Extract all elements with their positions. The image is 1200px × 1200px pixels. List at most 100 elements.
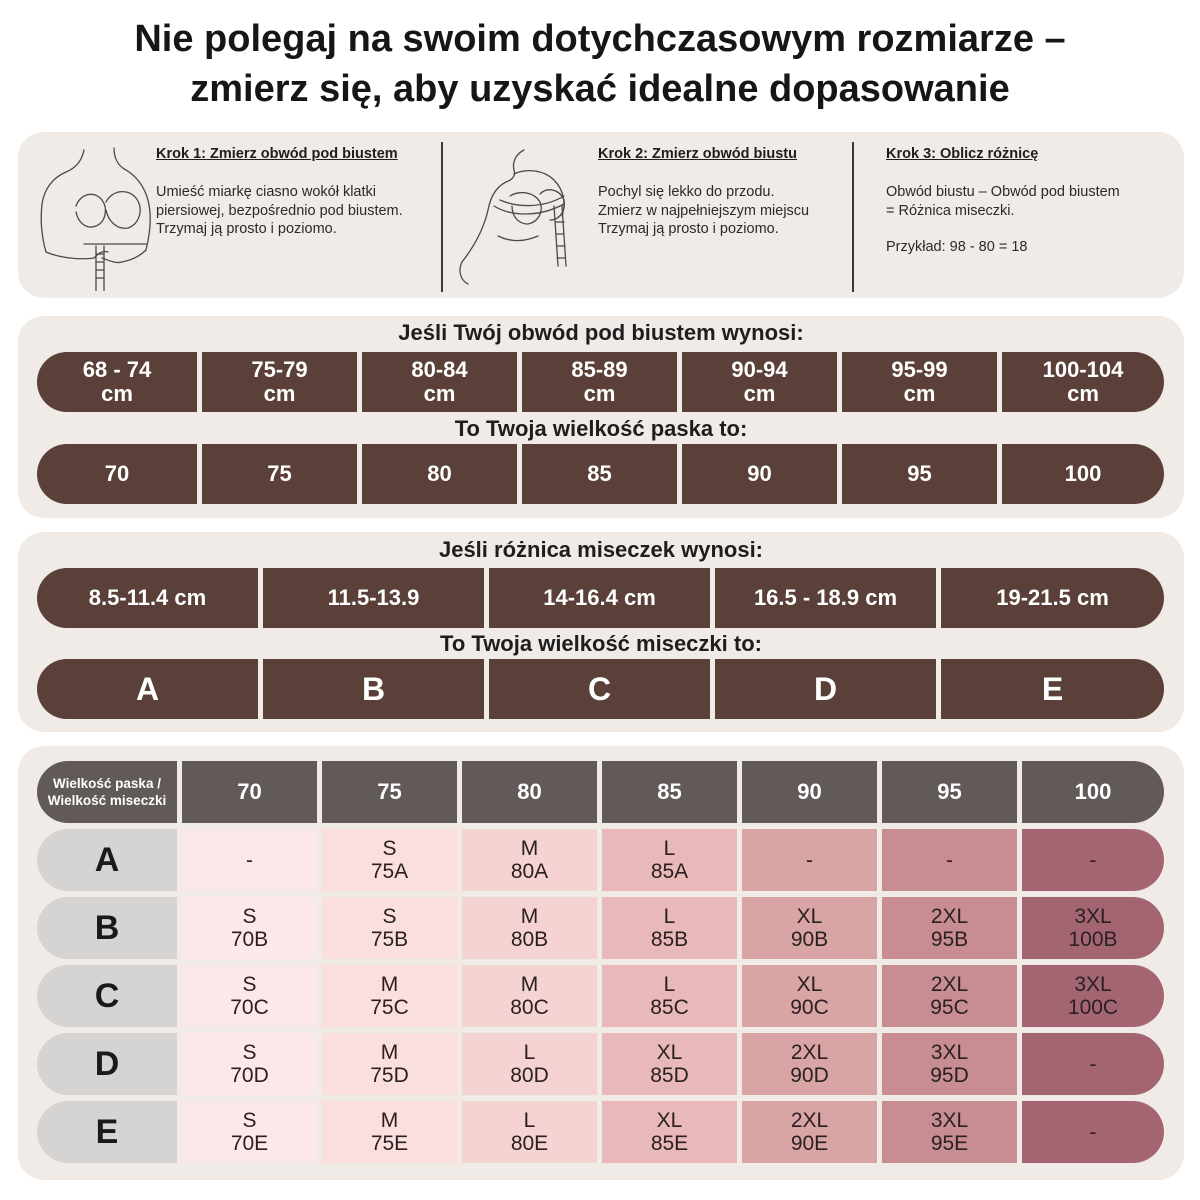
size-chart-cell-code: 85E: [650, 1132, 689, 1155]
band-size-cell: 95: [842, 444, 997, 504]
cup-size-cell: B: [263, 659, 484, 719]
size-chart-cell-size: -: [1089, 1120, 1097, 1144]
size-chart-cell: M 80C: [462, 965, 597, 1027]
cup-size-cell: C: [489, 659, 710, 719]
size-chart-cell: -: [1022, 1101, 1164, 1163]
size-chart-cell: L 80E: [462, 1101, 597, 1163]
size-chart-cell: -: [182, 829, 317, 891]
size-chart-cell-size: 2XL: [790, 1109, 829, 1132]
size-chart-cell-code: 95E: [930, 1132, 969, 1155]
measurement-steps-panel: Krok 1: Zmierz obwód pod biustem Umieść …: [18, 132, 1184, 298]
size-chart-cell-size: XL: [656, 1041, 683, 1064]
step-3-line: Obwód biustu – Obwód pod biustem: [886, 184, 1120, 200]
band-sizes-row: 70 75 80 85 90 95 100: [37, 444, 1164, 504]
step-1-line: Trzymaj ją prosto i poziomo.: [156, 221, 337, 237]
size-chart-cell-size: 3XL: [930, 1041, 969, 1064]
size-chart-cell: 3XL 95E: [882, 1101, 1017, 1163]
size-chart-cell-code: 75E: [370, 1132, 409, 1155]
band-range-value: 85-89: [571, 357, 628, 382]
size-chart-cell-size: XL: [796, 973, 823, 996]
size-chart-column-header: 75: [322, 761, 457, 823]
cup-range-cell: 14-16.4 cm: [489, 568, 710, 628]
size-chart-cell-code: 75D: [370, 1064, 409, 1087]
size-chart-row-label: C: [37, 965, 177, 1027]
size-chart-cell: S 75B: [322, 897, 457, 959]
size-chart-cell: XL 85D: [602, 1033, 737, 1095]
size-chart-cell-code: 70B: [230, 928, 269, 951]
band-size-cell: 80: [362, 444, 517, 504]
size-chart-cell: L 85C: [602, 965, 737, 1027]
size-chart-cell-size: 2XL: [790, 1041, 829, 1064]
size-chart-cell-code: 70D: [230, 1064, 269, 1087]
band-range-unit: cm: [903, 381, 936, 406]
size-chart-cell-size: S: [382, 837, 397, 860]
step-divider: [852, 142, 854, 292]
cup-range-cell: 19-21.5 cm: [941, 568, 1164, 628]
cup-range-cell: 8.5-11.4 cm: [37, 568, 258, 628]
band-range-value: 68 - 74: [82, 357, 152, 382]
size-chart-cell-size: XL: [796, 905, 823, 928]
size-chart-cell-size: M: [520, 973, 539, 996]
band-range-unit: cm: [423, 381, 456, 406]
step-2-text: Pochyl się lekko do przodu. Zmierz w naj…: [598, 183, 809, 239]
band-range-cell: 68 - 74 cm: [37, 352, 197, 412]
band-range-value: 75-79: [251, 357, 308, 382]
size-chart-cell-size: M: [520, 905, 539, 928]
size-chart-cell: -: [742, 829, 877, 891]
size-chart-cell-code: 70C: [230, 996, 269, 1019]
band-size-cell: 90: [682, 444, 837, 504]
size-chart-cell-code: 95C: [930, 996, 969, 1019]
band-size-panel: Jeśli Twój obwód pod biustem wynosi: 68 …: [18, 316, 1184, 518]
size-chart-cell: L 85B: [602, 897, 737, 959]
size-chart-column-header: 95: [882, 761, 1017, 823]
size-chart-cell: 3XL 100B: [1022, 897, 1164, 959]
step-3-title: Krok 3: Oblicz różnicę: [886, 146, 1039, 162]
size-chart-cell: M 80B: [462, 897, 597, 959]
size-chart-cell-size: M: [380, 973, 399, 996]
size-chart-corner-label: Wielkość paska / Wielkość miseczki: [37, 761, 177, 823]
size-chart-cell: M 75D: [322, 1033, 457, 1095]
size-chart-cell: -: [1022, 1033, 1164, 1095]
step-1: Krok 1: Zmierz obwód pod biustem Umieść …: [156, 132, 436, 298]
size-chart-column-header: 100: [1022, 761, 1164, 823]
step-3-example: Przykład: 98 - 80 = 18: [886, 239, 1028, 255]
size-chart-cell-size: -: [946, 848, 953, 872]
band-range-value: 95-99: [891, 357, 948, 382]
size-chart-cell-size: -: [1089, 1052, 1097, 1076]
size-chart-cell: 2XL 90E: [742, 1101, 877, 1163]
size-chart-cell-size: S: [242, 1109, 257, 1132]
step-2-title: Krok 2: Zmierz obwód biustu: [598, 146, 797, 162]
size-chart-cell-code: 80D: [510, 1064, 549, 1087]
band-range-cell: 100-104 cm: [1002, 352, 1164, 412]
size-chart-cell-code: 100C: [1067, 996, 1119, 1019]
size-chart-cell: S 70D: [182, 1033, 317, 1095]
size-chart-column-header: 85: [602, 761, 737, 823]
cup-size-cell: A: [37, 659, 258, 719]
size-chart-cell-code: 90C: [790, 996, 829, 1019]
measuring-bust-illustration-icon: [459, 149, 567, 285]
band-ranges-row: 68 - 74 cm 75-79 cm 80-84 cm 85-89 cm 90-94 cm 95-…: [37, 352, 1164, 412]
band-size-cell: 70: [37, 444, 197, 504]
size-chart-cell: S 70B: [182, 897, 317, 959]
size-chart-cell-size: 3XL: [1074, 973, 1112, 996]
step-divider: [441, 142, 443, 292]
cup-range-cell: 16.5 - 18.9 cm: [715, 568, 936, 628]
size-chart-cell-code: 80A: [510, 860, 549, 883]
band-then-heading: To Twoja wielkość paska to:: [454, 416, 748, 441]
step-1-text: Umieść miarkę ciasno wokół klatki piersi…: [156, 183, 403, 239]
size-chart-cell-size: L: [523, 1041, 536, 1064]
size-chart-row: A - S 75A M 80A L 85A - - -: [37, 829, 1164, 891]
size-chart-cell-size: S: [242, 973, 257, 996]
size-chart-cell-size: 2XL: [930, 973, 969, 996]
size-chart-cell: S 70E: [182, 1101, 317, 1163]
size-chart-cell-code: 90B: [790, 928, 829, 951]
page-title-line1: Nie polegaj na swoim dotychczasowym rozm…: [134, 18, 1066, 60]
band-range-value: 80-84: [411, 357, 468, 382]
size-chart-cell: XL 90C: [742, 965, 877, 1027]
size-chart-row: D S 70D M 75D L 80D XL 85D 2XL 90D 3XL 95D -: [37, 1033, 1164, 1095]
band-range-value: 90-94: [731, 357, 788, 382]
size-chart-row: C S 70C M 75C M 80C L 85C XL 90C 2XL 95C 3XL 100C: [37, 965, 1164, 1027]
band-range-value: 100-104: [1042, 357, 1124, 382]
band-range-cell: 85-89 cm: [522, 352, 677, 412]
band-size-cell: 85: [522, 444, 677, 504]
